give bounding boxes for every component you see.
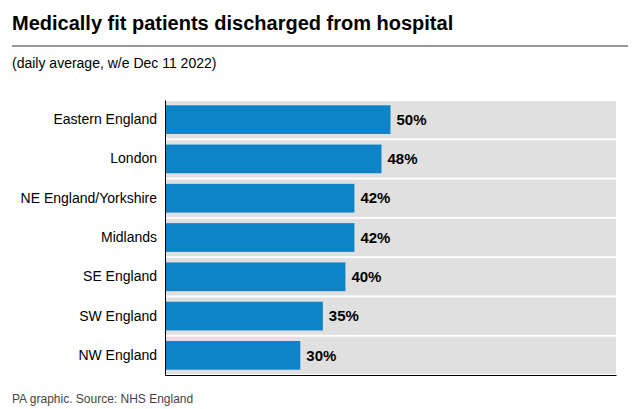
data-label: 42% bbox=[360, 189, 390, 206]
y-tick: SW England bbox=[79, 308, 157, 324]
bar bbox=[165, 341, 300, 370]
data-label: 35% bbox=[329, 307, 359, 324]
bars bbox=[165, 101, 616, 374]
data-label: 30% bbox=[306, 347, 336, 364]
bar bbox=[165, 262, 345, 291]
row-background bbox=[165, 258, 616, 295]
bar bbox=[165, 145, 381, 174]
x-axis-line bbox=[166, 375, 617, 376]
y-axis-line bbox=[165, 101, 166, 376]
data-label: 50% bbox=[397, 111, 427, 128]
bar bbox=[165, 105, 391, 134]
footer: PA graphic. Source: NHS England bbox=[12, 392, 193, 406]
bar bbox=[165, 302, 323, 331]
x-axis bbox=[166, 375, 617, 376]
y-tick: London bbox=[110, 150, 157, 166]
y-tick: NE England/Yorkshire bbox=[21, 190, 158, 206]
data-label: 48% bbox=[387, 150, 417, 167]
bar bbox=[165, 223, 354, 252]
row-background bbox=[165, 297, 616, 334]
y-tick: NW England bbox=[78, 347, 157, 363]
y-tick: SE England bbox=[83, 268, 157, 284]
y-tick-label: SW England bbox=[79, 308, 157, 324]
y-tick: Eastern England bbox=[53, 111, 157, 127]
row-background bbox=[165, 180, 616, 217]
y-tick-label: Eastern England bbox=[53, 111, 157, 127]
row-background bbox=[165, 219, 616, 256]
row-background bbox=[165, 101, 616, 138]
y-tick-label: NW England bbox=[78, 347, 157, 363]
bar bbox=[165, 184, 354, 213]
y-tick-label: SE England bbox=[83, 268, 157, 284]
y-tick-label: Midlands bbox=[101, 229, 157, 245]
data-labels: 30% 35% 40% 42% 42% 48% 50% bbox=[306, 111, 426, 364]
data-label: 40% bbox=[351, 268, 381, 285]
y-axis: Eastern England London NE England/Yorkshir… bbox=[21, 101, 166, 376]
row-background bbox=[165, 140, 616, 177]
title: Medically fit patients discharged from h… bbox=[12, 12, 453, 34]
chart: Medically fit patients discharged from h… bbox=[0, 0, 640, 409]
title-rule bbox=[12, 46, 628, 47]
y-tick-label: NE England/Yorkshire bbox=[21, 190, 158, 206]
subtitle: (daily average, w/e Dec 11 2022) bbox=[12, 55, 216, 71]
plot: 30% 35% 40% 42% 42% 48% 50% Eastern England Lond… bbox=[21, 101, 617, 376]
data-label: 42% bbox=[360, 229, 390, 246]
row-background bbox=[165, 337, 616, 374]
y-tick: Midlands bbox=[101, 229, 157, 245]
y-tick-label: London bbox=[110, 150, 157, 166]
